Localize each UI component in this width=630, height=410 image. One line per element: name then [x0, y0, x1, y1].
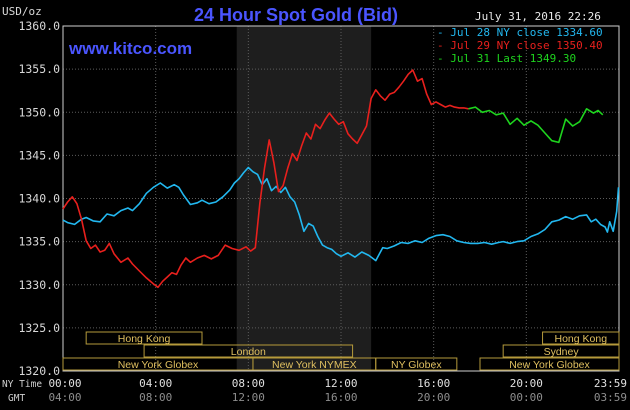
y-tick-label: 1340.0: [18, 192, 60, 206]
y-axis-ticks: 1320.0 1325.0 1330.0 1335.0 1340.0 1345.0 1350…: [18, 19, 60, 378]
session-box: [479, 357, 620, 371]
timestamp: July 31, 2016 22:26: [475, 10, 601, 23]
x-tick-label-ny: 12:00: [324, 377, 357, 390]
session-box: [542, 331, 620, 345]
session-label: Hong Kong: [555, 333, 608, 345]
y-tick-label: 1355.0: [18, 62, 60, 76]
x-tick-label-gmt: 12:00: [232, 391, 265, 404]
x-tick-label-gmt: 20:00: [417, 391, 450, 404]
y-tick-label: 1325.0: [18, 321, 60, 335]
session-box: [375, 357, 458, 371]
plot-frame: [62, 25, 620, 372]
session-box: [143, 344, 354, 358]
x-tick-label-ny: 16:00: [417, 377, 450, 390]
session-label: New York Globex: [509, 359, 590, 371]
x-tick-label-gmt: 16:00: [324, 391, 357, 404]
series-line: [468, 106, 604, 144]
x-tick-label-ny: 08:00: [232, 377, 265, 390]
price-series: [62, 69, 620, 289]
session-box: [502, 344, 620, 358]
grid-lines: [63, 26, 619, 371]
y-tick-label: 1335.0: [18, 235, 60, 249]
session-label: London: [231, 346, 266, 358]
legend-entry: - Jul 28 NY close 1334.60: [437, 26, 603, 39]
x-tick-label-ny: 00:00: [48, 377, 81, 390]
session-label: Sydney: [544, 346, 580, 358]
x-tick-label-ny: 23:59: [594, 377, 627, 390]
y-tick-label: 1350.0: [18, 105, 60, 119]
chart-title: 24 Hour Spot Gold (Bid): [194, 5, 398, 25]
y-tick-label: 1320.0: [18, 364, 60, 378]
x-tick-label-gmt: 00:00: [510, 391, 543, 404]
x-tick-label-ny: 04:00: [139, 377, 172, 390]
x-tick-label-ny: 20:00: [510, 377, 543, 390]
legend-entry: - Jul 31 Last 1349.30: [437, 52, 576, 65]
legend: - Jul 28 NY close 1334.60- Jul 29 NY clo…: [437, 26, 603, 65]
legend-entry: - Jul 29 NY close 1350.40: [437, 39, 603, 52]
gmt-row-label: GMT: [8, 393, 25, 404]
session-label: New York Globex: [118, 359, 199, 371]
x-axis-ticks: 00:0004:0004:0008:0008:0012:0012:0016:00…: [48, 377, 627, 404]
session-box: [85, 331, 203, 345]
watermark: www.kitco.com: [68, 39, 192, 58]
session-label: Hong Kong: [118, 333, 171, 345]
y-tick-label: 1360.0: [18, 19, 60, 33]
series-line: [62, 166, 620, 262]
x-tick-label-gmt: 04:00: [48, 391, 81, 404]
x-tick-label-gmt: 08:00: [139, 391, 172, 404]
y-tick-label: 1330.0: [18, 278, 60, 292]
unit-label: USD/oz: [2, 5, 42, 18]
y-tick-label: 1345.0: [18, 148, 60, 162]
series-line: [62, 69, 469, 289]
ny-time-row-label: NY Time: [2, 379, 42, 390]
session-label: New York NYMEX: [272, 359, 357, 371]
x-tick-label-gmt: 03:59: [594, 391, 627, 404]
session-label: NY Globex: [391, 359, 442, 371]
